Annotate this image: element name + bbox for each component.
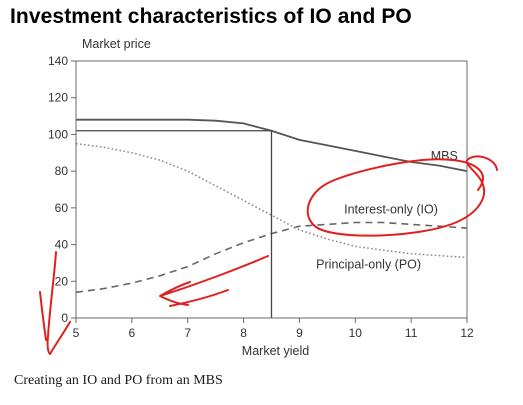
x-tick-label: 7 — [184, 326, 191, 340]
x-tick-label: 10 — [349, 326, 363, 340]
origin-mark-annotation — [39, 251, 71, 355]
y-tick-label: 0 — [61, 311, 68, 325]
x-tick-label: 9 — [296, 326, 303, 340]
y-axis-title: Market price — [82, 37, 151, 51]
io-arrow-annotation — [159, 255, 269, 306]
plot-frame — [75, 60, 468, 319]
reference-lines — [76, 130, 273, 318]
y-tick-label: 100 — [48, 127, 68, 141]
io-circle-annotation — [306, 155, 498, 237]
x-tick-label: 6 — [129, 326, 136, 340]
y-tick-label: 20 — [55, 274, 69, 288]
x-axis-title: Market yield — [242, 344, 309, 358]
y-tick-label: 60 — [55, 201, 69, 215]
y-tick-label: 120 — [48, 91, 68, 105]
y-tick-label: 140 — [48, 54, 68, 68]
series-label: Interest-only (IO) — [344, 202, 438, 216]
y-tick-label: 40 — [55, 238, 69, 252]
series-label: Principal-only (PO) — [316, 257, 421, 271]
tick-layer: 0 20 40 60 80 100 120 140 5 6 7 8 9 10 11 12 — [48, 54, 474, 340]
handwritten-annotations — [39, 155, 498, 355]
x-tick-label: 12 — [460, 326, 474, 340]
slide-caption: Creating an IO and PO from an MBS — [14, 373, 223, 388]
x-tick-label: 11 — [405, 326, 418, 340]
slide-title: Investment characteristics of IO and PO — [10, 5, 412, 28]
x-tick-label: 5 — [73, 326, 80, 340]
x-tick-label: 8 — [240, 326, 247, 340]
io-arrow-stroke-annotation — [169, 289, 229, 307]
y-tick-label: 80 — [55, 164, 69, 178]
